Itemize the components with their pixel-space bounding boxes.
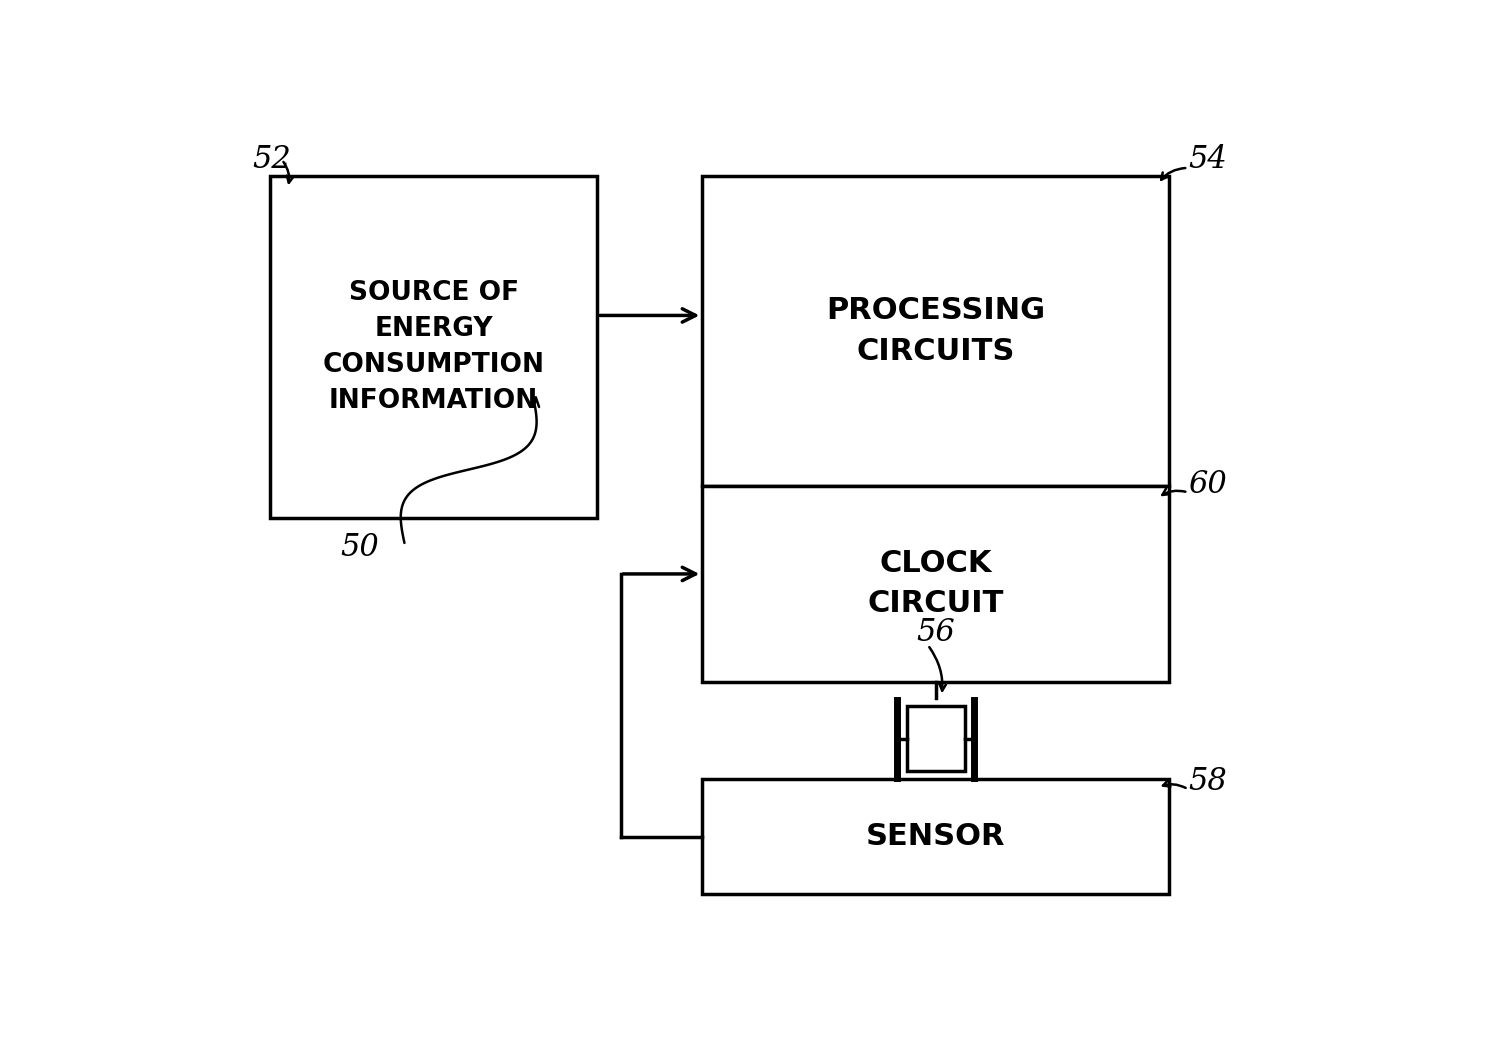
Text: 50: 50: [341, 532, 378, 562]
FancyBboxPatch shape: [702, 176, 1169, 486]
Text: 52: 52: [253, 144, 291, 175]
Text: 58: 58: [1188, 766, 1227, 796]
Text: 60: 60: [1188, 469, 1227, 500]
Text: CLOCK
CIRCUIT: CLOCK CIRCUIT: [868, 549, 1004, 618]
FancyBboxPatch shape: [702, 486, 1169, 682]
Text: PROCESSING
CIRCUITS: PROCESSING CIRCUITS: [826, 297, 1046, 365]
Text: SENSOR: SENSOR: [867, 822, 1005, 851]
Bar: [907, 706, 964, 771]
Text: SOURCE OF
ENERGY
CONSUMPTION
INFORMATION: SOURCE OF ENERGY CONSUMPTION INFORMATION: [322, 281, 544, 414]
Text: 56: 56: [916, 617, 955, 648]
Text: 54: 54: [1188, 144, 1227, 175]
FancyBboxPatch shape: [270, 176, 597, 519]
FancyBboxPatch shape: [702, 779, 1169, 894]
